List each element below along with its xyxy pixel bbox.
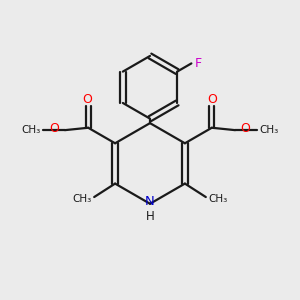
Text: N: N	[145, 195, 155, 208]
Text: H: H	[146, 210, 154, 223]
Text: O: O	[241, 122, 250, 135]
Text: CH₃: CH₃	[72, 194, 91, 203]
Text: CH₃: CH₃	[21, 125, 40, 135]
Text: O: O	[83, 93, 93, 106]
Text: F: F	[194, 57, 202, 70]
Text: CH₃: CH₃	[209, 194, 228, 203]
Text: O: O	[207, 93, 217, 106]
Text: O: O	[50, 122, 59, 135]
Text: CH₃: CH₃	[260, 125, 279, 135]
